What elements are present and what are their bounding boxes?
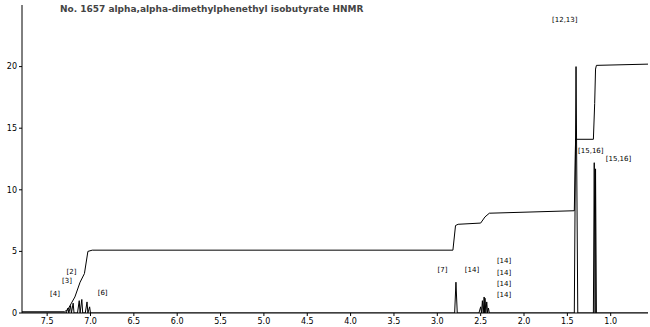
svg-text:1.5: 1.5 — [561, 317, 574, 326]
svg-text:[12,13]: [12,13] — [552, 16, 578, 24]
svg-text:2.5: 2.5 — [474, 317, 487, 326]
svg-text:[6]: [6] — [98, 289, 108, 297]
svg-text:7.5: 7.5 — [41, 317, 54, 326]
svg-text:7.0: 7.0 — [84, 317, 97, 326]
svg-text:5: 5 — [12, 247, 17, 256]
svg-text:3.5: 3.5 — [388, 317, 401, 326]
svg-text:1.0: 1.0 — [604, 317, 617, 326]
svg-text:0: 0 — [12, 309, 17, 318]
svg-text:[14]: [14] — [497, 257, 512, 265]
html-text:No. 1657 alpha,alpha-dimethylp: No. 1657 alpha,alpha-dimethylphenethyl i… — [60, 4, 364, 14]
svg-text:[14]: [14] — [497, 269, 512, 277]
svg-text:4.0: 4.0 — [344, 317, 357, 326]
svg-text:[3]: [3] — [62, 277, 72, 285]
svg-text:15: 15 — [7, 124, 17, 133]
svg-text:[15,16]: [15,16] — [578, 147, 604, 155]
svg-text:[14]: [14] — [465, 266, 480, 274]
svg-text:[14]: [14] — [497, 291, 512, 299]
svg-text:[2]: [2] — [66, 268, 76, 276]
svg-text:3.0: 3.0 — [431, 317, 444, 326]
svg-text:[7]: [7] — [438, 266, 448, 274]
svg-text:20: 20 — [7, 62, 17, 71]
svg-text:6.0: 6.0 — [171, 317, 184, 326]
svg-text:4.5: 4.5 — [301, 317, 314, 326]
svg-text:[15,16]: [15,16] — [606, 155, 632, 163]
svg-text:[14]: [14] — [497, 280, 512, 288]
svg-text:5.5: 5.5 — [214, 317, 227, 326]
svg-text:[4]: [4] — [50, 290, 60, 298]
svg-text:10: 10 — [7, 186, 17, 195]
svg-text:6.5: 6.5 — [127, 317, 140, 326]
svg-text:5.0: 5.0 — [258, 317, 271, 326]
svg-text:2.0: 2.0 — [518, 317, 531, 326]
